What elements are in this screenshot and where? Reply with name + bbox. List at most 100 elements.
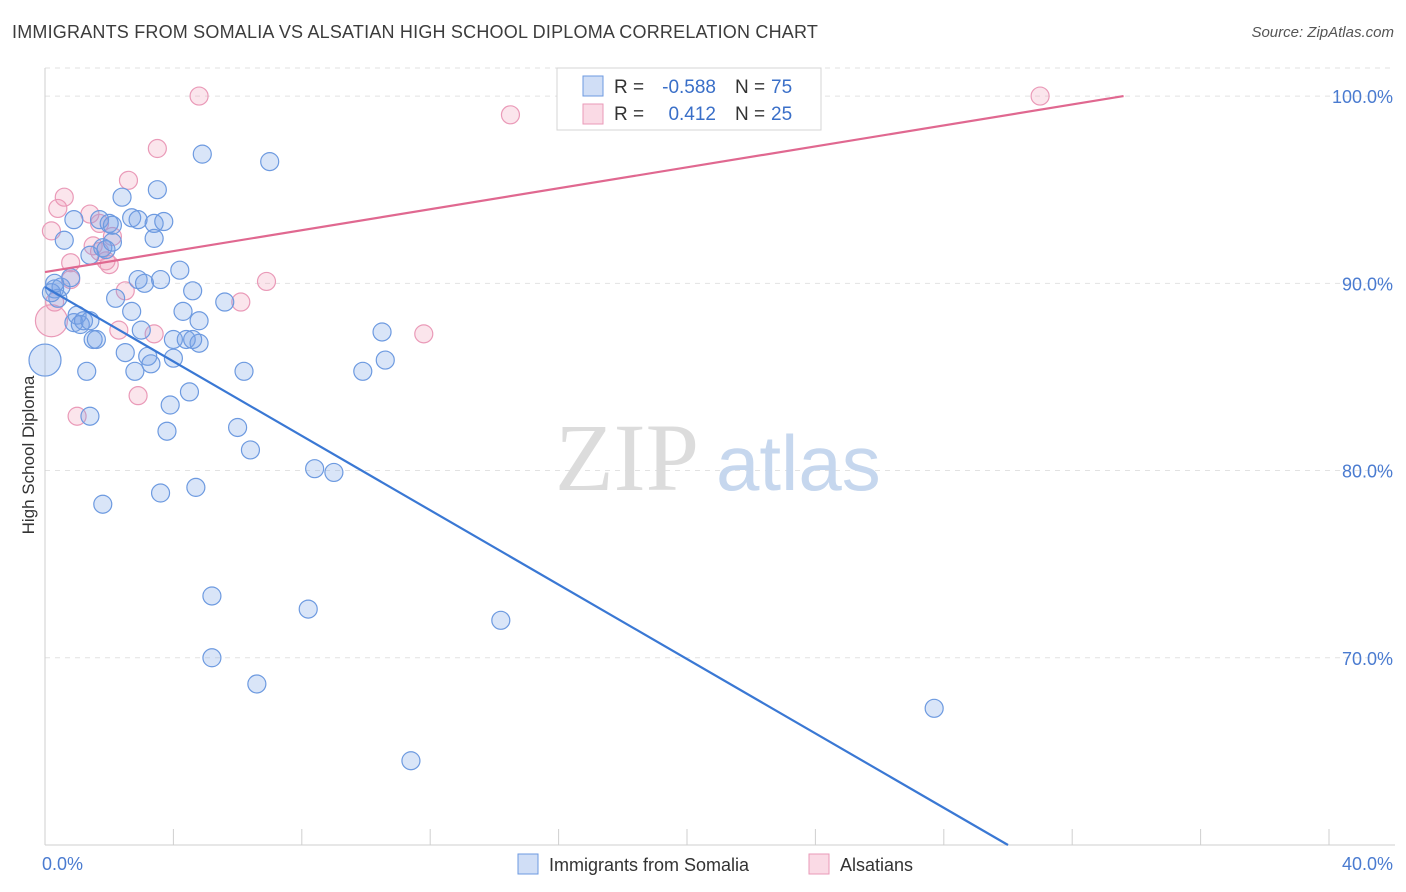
legend-n-value-blue: 75 xyxy=(771,77,792,98)
point-somalia xyxy=(375,350,395,370)
point-somalia xyxy=(80,311,100,331)
trend-line-somalia xyxy=(44,286,1009,846)
correlation-legend: R = -0.588 N = 75 R = 0.412 N = 25 xyxy=(556,67,822,131)
watermark-atlas: atlas xyxy=(716,419,881,507)
point-somalia xyxy=(96,240,116,260)
point-somalia xyxy=(70,314,90,335)
point-alsatians xyxy=(189,86,209,106)
point-alsatians xyxy=(41,221,62,241)
point-alsatians xyxy=(144,324,164,344)
point-somalia xyxy=(86,329,106,350)
point-somalia xyxy=(324,462,344,483)
point-somalia xyxy=(128,210,148,230)
point-somalia xyxy=(170,260,190,280)
point-somalia xyxy=(202,648,222,668)
x-tick-label-min: 0.0% xyxy=(42,854,83,874)
point-somalia xyxy=(102,232,123,252)
legend-n-value-pink: 25 xyxy=(771,104,792,125)
point-somalia xyxy=(163,348,183,368)
point-alsatians xyxy=(256,271,277,292)
y-tick-label: 70.0% xyxy=(1342,649,1393,669)
point-alsatians xyxy=(1030,86,1050,106)
source-note: Source: ZipAtlas.com xyxy=(1251,24,1394,41)
point-alsatians xyxy=(115,281,135,301)
point-alsatians xyxy=(414,324,434,344)
point-somalia xyxy=(372,322,392,342)
series-legend-label-alsatians: Alsatians xyxy=(840,855,913,875)
point-somalia xyxy=(141,354,161,374)
series-legend-swatch-somalia xyxy=(517,853,539,875)
point-somalia xyxy=(106,288,126,308)
series-somalia-points xyxy=(28,144,944,771)
point-somalia xyxy=(234,361,254,381)
point-somalia xyxy=(102,215,123,235)
point-alsatians xyxy=(54,187,74,207)
point-alsatians xyxy=(48,198,68,219)
y-tick-label: 80.0% xyxy=(1342,462,1393,482)
point-somalia xyxy=(260,152,280,172)
x-tick-label-max: 40.0% xyxy=(1342,854,1393,874)
point-somalia xyxy=(28,343,62,377)
watermark-zip: ZIP xyxy=(555,404,699,511)
point-alsatians xyxy=(147,138,167,159)
legend-r-value-pink: 0.412 xyxy=(668,104,716,125)
point-somalia xyxy=(401,751,421,771)
point-somalia xyxy=(93,494,113,514)
series-legend-swatch-alsatians xyxy=(808,853,830,875)
trend-line-alsatians xyxy=(44,94,1124,274)
point-somalia xyxy=(150,483,171,503)
series-legend: Immigrants from Somalia Alsatians xyxy=(517,853,913,875)
chart-title: IMMIGRANTS FROM SOMALIA VS ALSATIAN HIGH… xyxy=(12,22,819,42)
point-somalia xyxy=(154,211,174,232)
tick-labels: 70.0% 80.0% 90.0% 100.0% 0.0% 40.0% xyxy=(42,87,1393,874)
point-somalia xyxy=(150,269,171,290)
point-somalia xyxy=(147,180,167,200)
point-somalia xyxy=(160,395,180,415)
series-legend-label-somalia: Immigrants from Somalia xyxy=(549,855,750,875)
point-somalia xyxy=(144,213,164,233)
y-tick-label: 100.0% xyxy=(1332,87,1393,107)
point-alsatians xyxy=(231,292,251,312)
y-axis-label: High School Diploma xyxy=(19,375,38,534)
point-somalia xyxy=(176,329,196,350)
point-somalia xyxy=(99,213,119,233)
point-somalia xyxy=(179,382,200,402)
point-somalia xyxy=(157,421,177,441)
point-somalia xyxy=(491,610,511,630)
legend-n-label-pink: N = xyxy=(735,104,765,125)
point-somalia xyxy=(73,311,94,331)
point-somalia xyxy=(183,329,203,350)
point-somalia xyxy=(924,698,944,718)
y-tick-label: 90.0% xyxy=(1342,274,1393,294)
point-somalia xyxy=(202,586,222,606)
point-somalia xyxy=(131,320,151,340)
legend-swatch-pink xyxy=(582,103,604,125)
point-somalia xyxy=(240,440,261,460)
point-somalia xyxy=(189,311,209,331)
point-somalia xyxy=(247,674,267,694)
point-somalia xyxy=(353,361,373,381)
point-somalia xyxy=(192,144,212,164)
point-alsatians xyxy=(500,105,521,125)
point-alsatians xyxy=(118,170,139,190)
point-somalia xyxy=(144,228,164,248)
point-somalia xyxy=(115,342,135,363)
point-somalia xyxy=(80,406,100,426)
point-somalia xyxy=(64,210,84,230)
series-alsatians-points xyxy=(34,86,1050,426)
point-somalia xyxy=(305,459,325,479)
point-alsatians xyxy=(128,386,148,406)
legend-n-label-blue: N = xyxy=(735,77,765,98)
point-somalia xyxy=(298,599,318,619)
point-somalia xyxy=(186,477,206,497)
point-somalia xyxy=(183,281,203,301)
point-somalia xyxy=(112,187,132,207)
legend-r-label-blue: R = xyxy=(614,77,644,98)
axes xyxy=(44,68,1395,846)
point-somalia xyxy=(173,301,193,321)
point-somalia xyxy=(122,301,142,321)
trend-lines xyxy=(44,94,1124,846)
legend-swatch-blue xyxy=(582,75,604,97)
point-somalia xyxy=(215,292,235,312)
